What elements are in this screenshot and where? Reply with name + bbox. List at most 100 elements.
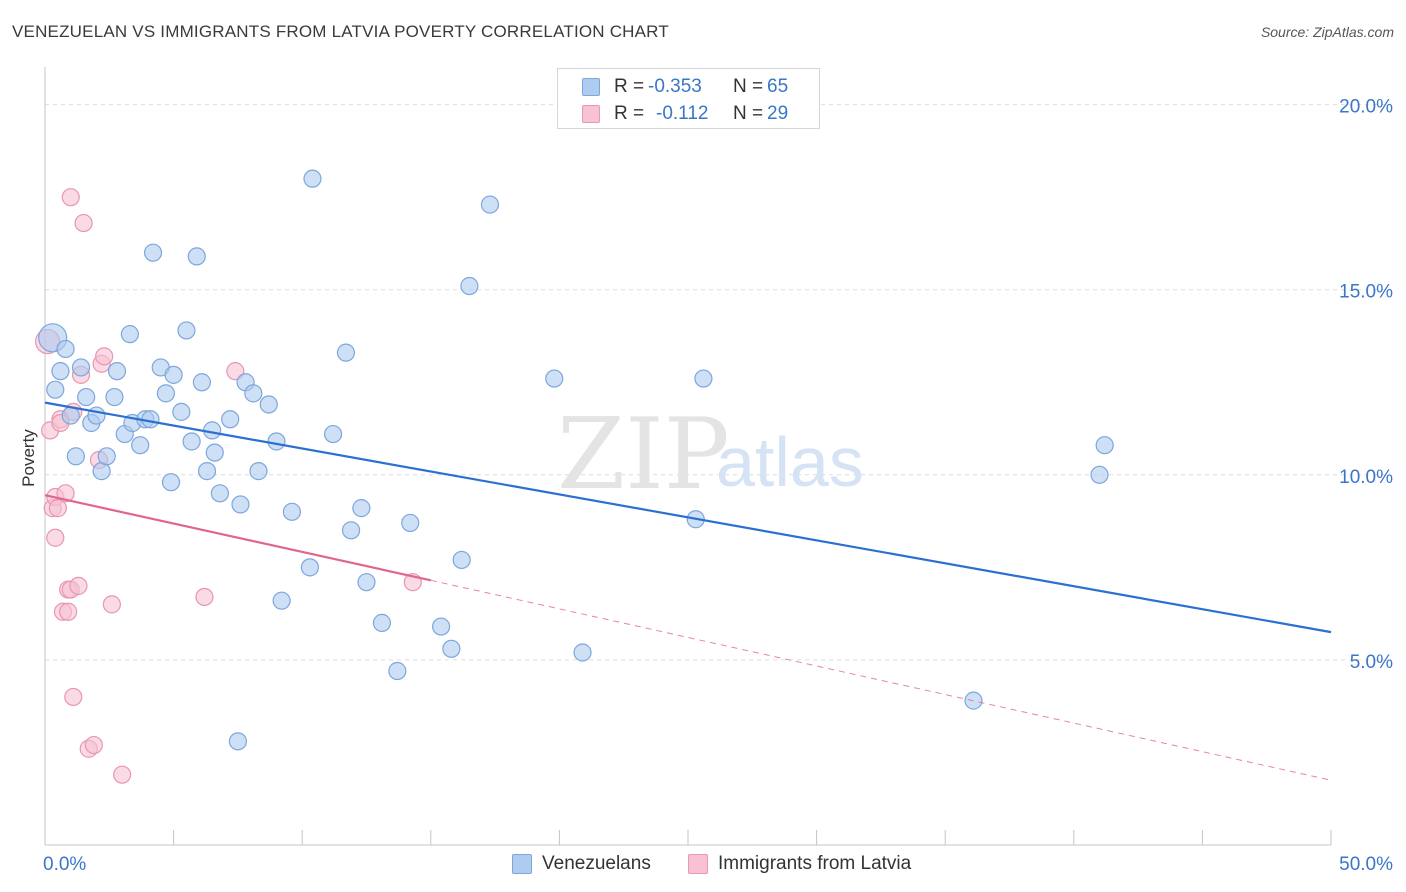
series-venezuelans-points <box>38 169 1114 751</box>
venezuelans-point <box>61 406 80 425</box>
venezuelans-r-label: R = <box>614 76 645 97</box>
venezuelans-point <box>352 499 371 518</box>
legend-row-latvia: R = -0.112 N = 29 <box>582 103 789 124</box>
venezuelans-point <box>187 247 206 266</box>
venezuelans-point <box>164 365 183 384</box>
venezuelans-point <box>259 395 278 414</box>
y-axis-label: Poverty <box>19 429 38 487</box>
venezuelans-point <box>228 732 247 751</box>
tick-label-layer: 5.0% 10.0% 15.0% 20.0% 0.0% 50.0% <box>43 97 1393 875</box>
series-latvia-points <box>34 188 422 784</box>
venezuelans-point <box>46 380 65 399</box>
latvia-point <box>102 595 121 614</box>
venezuelans-point <box>77 387 96 407</box>
bottom-legend-latvia: Immigrants from Latvia <box>688 852 911 876</box>
venezuelans-point <box>357 573 376 592</box>
venezuelans-point <box>372 613 392 632</box>
latvia-point <box>46 528 65 547</box>
watermark-atlas: atlas <box>716 423 864 501</box>
venezuelans-point <box>442 639 461 658</box>
y-tick-label: 5.0% <box>1350 652 1393 673</box>
venezuelans-point <box>303 169 322 188</box>
venezuelans-n-label: N = <box>733 76 764 97</box>
latvia-point <box>74 213 93 233</box>
latvia-point <box>113 765 132 784</box>
latvia-legend-swatch <box>688 854 708 874</box>
watermark-zip: ZIP <box>557 398 730 512</box>
watermark: ZIP atlas <box>557 398 864 512</box>
venezuelans-point <box>161 473 181 492</box>
grid-layer <box>45 104 1391 661</box>
latvia-point <box>64 687 83 707</box>
venezuelans-trendline <box>44 401 1332 634</box>
y-tick-label: 20.0% <box>1339 97 1393 118</box>
latvia-trendline <box>44 494 432 582</box>
venezuelans-legend-swatch <box>512 854 532 874</box>
venezuelans-point <box>172 402 191 421</box>
latvia-point <box>95 347 114 366</box>
venezuelans-point <box>388 661 407 681</box>
venezuelans-point <box>341 521 361 540</box>
source-label: Source: ZipAtlas.com <box>1260 24 1394 40</box>
y-tick-label: 10.0% <box>1339 467 1393 488</box>
venezuelans-point <box>1090 465 1109 484</box>
axis-layer <box>44 67 1332 846</box>
venezuelans-point <box>205 443 224 462</box>
venezuelans-point <box>120 325 139 344</box>
venezuelans-point <box>66 447 85 466</box>
venezuelans-point <box>272 591 291 610</box>
latvia-trendline-extension <box>430 579 1332 781</box>
venezuelans-point <box>401 513 420 533</box>
venezuelans-point <box>192 373 211 392</box>
latvia-swatch <box>582 105 600 123</box>
correlation-legend: R = -0.353 N = 65 R = -0.112 N = 29 <box>557 68 820 129</box>
x-tick-label-min: 0.0% <box>43 854 86 875</box>
venezuelans-point <box>431 617 451 636</box>
venezuelans-point <box>573 643 592 662</box>
trendline-layer <box>44 401 1332 781</box>
venezuelans-point <box>143 243 163 262</box>
venezuelans-point <box>545 369 564 388</box>
venezuelans-point <box>71 358 91 377</box>
venezuelans-point <box>452 550 471 570</box>
x-tick-label-max: 50.0% <box>1339 854 1393 875</box>
venezuelans-point <box>694 369 713 388</box>
latvia-n-label: N = <box>733 103 764 124</box>
venezuelans-point <box>231 495 250 514</box>
venezuelans-point <box>480 195 500 214</box>
venezuelans-point <box>282 502 302 521</box>
venezuelans-point <box>460 276 479 296</box>
venezuelans-point <box>182 432 201 451</box>
venezuelans-point <box>323 424 343 444</box>
venezuelans-point <box>197 462 217 481</box>
latvia-point <box>84 735 103 755</box>
latvia-point <box>59 602 78 621</box>
venezuelans-legend-label: Venezuelans <box>542 853 651 874</box>
venezuelans-point <box>336 343 356 362</box>
venezuelans-point <box>249 462 268 481</box>
venezuelans-point <box>244 384 263 403</box>
chart-title: VENEZUELAN VS IMMIGRANTS FROM LATVIA POV… <box>12 22 669 41</box>
venezuelans-swatch <box>582 78 600 96</box>
latvia-point <box>48 499 67 518</box>
venezuelans-point <box>1095 436 1114 455</box>
venezuelans-r-value: -0.353 <box>648 76 702 97</box>
venezuelans-point <box>221 410 240 429</box>
latvia-point <box>226 362 245 381</box>
venezuelans-point <box>267 432 286 451</box>
venezuelans-point <box>177 321 196 340</box>
latvia-legend-label: Immigrants from Latvia <box>718 853 912 874</box>
venezuelans-point <box>300 558 320 577</box>
latvia-point <box>56 484 75 503</box>
venezuelans-n-value: 65 <box>767 76 789 97</box>
venezuelans-point <box>107 362 127 381</box>
latvia-r-value: -0.112 <box>656 103 709 124</box>
venezuelans-point <box>97 447 116 466</box>
latvia-point <box>195 587 214 607</box>
latvia-n-value: 29 <box>767 103 789 124</box>
venezuelans-point <box>56 339 75 359</box>
latvia-point <box>69 576 88 595</box>
venezuelans-point <box>105 387 124 407</box>
latvia-r-label: R = <box>614 103 645 124</box>
